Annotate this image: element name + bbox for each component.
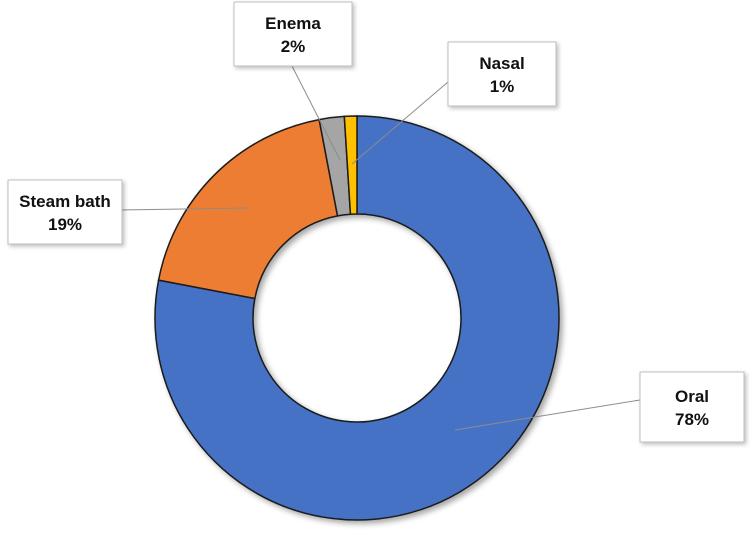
donut-slice-oral [154,115,560,521]
data-label-box [639,371,745,443]
donut-slices [154,115,560,521]
data-label-category: Nasal [479,54,524,73]
data-label-value: 78% [675,410,709,429]
data-label-box [7,179,123,245]
data-label-category: Oral [675,387,709,406]
data-label-box [447,41,557,107]
leader-line-oral [454,399,641,431]
donut-slice-nasal [343,115,358,216]
leader-line-nasal [351,81,449,165]
leader-line-steam-bath [121,207,251,211]
data-label-steam-bath: Steam bath 19% [7,179,123,245]
data-label-enema: Enema 2% [233,1,353,67]
data-label-category: Enema [265,14,321,33]
data-label-category: Steam bath [19,192,111,211]
donut-slice-steam-bath [157,118,339,300]
data-labels: Oral 78% Steam bath 19% Enema 2% Nasal 1% [7,1,745,443]
data-label-value: 1% [490,77,515,96]
data-label-nasal: Nasal 1% [447,41,557,107]
leader-line-enema [291,65,341,161]
data-label-box [233,1,353,67]
data-label-oral: Oral 78% [639,371,745,443]
data-label-value: 2% [281,37,306,56]
data-label-value: 19% [48,215,82,234]
leader-lines [121,65,641,431]
